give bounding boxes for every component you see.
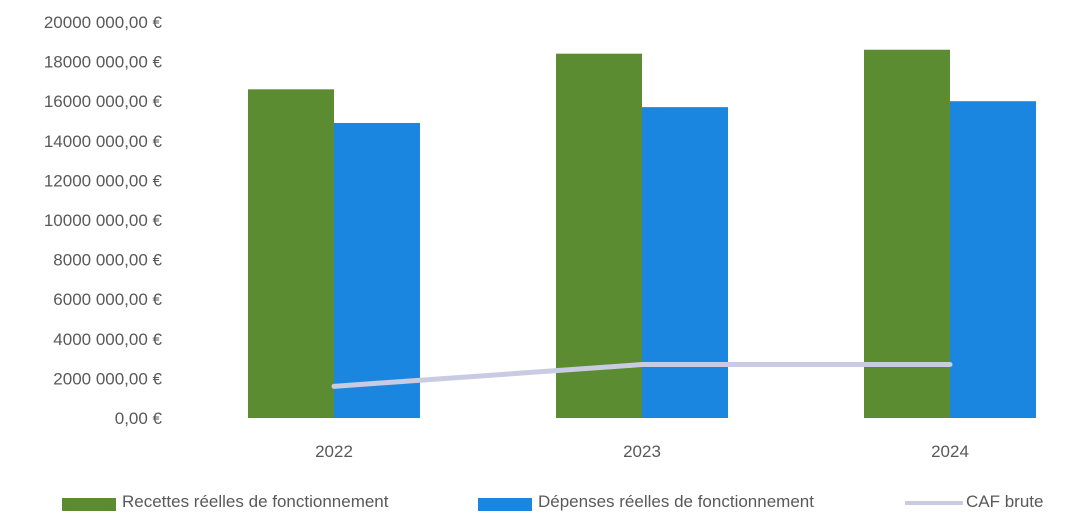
y-tick-label: 12000 000,00 € xyxy=(44,171,163,190)
y-tick-label: 8000 000,00 € xyxy=(53,251,162,270)
y-tick-label: 4000 000,00 € xyxy=(53,330,162,349)
bar-depenses-2023 xyxy=(642,107,728,418)
y-tick-label: 2000 000,00 € xyxy=(53,369,162,388)
legend: Recettes réelles de fonctionnement Dépens… xyxy=(62,492,1043,511)
legend-swatch-recettes xyxy=(62,498,116,511)
bar-depenses-2022 xyxy=(334,122,420,418)
bar-depenses-2024 xyxy=(950,101,1036,418)
legend-label: CAF brute xyxy=(966,492,1043,511)
y-tick-label: 14000 000,00 € xyxy=(44,132,163,151)
x-tick-label: 2022 xyxy=(315,442,353,461)
y-tick-label: 10000 000,00 € xyxy=(44,211,163,230)
legend-label: Dépenses réelles de fonctionnement xyxy=(538,492,814,511)
x-axis: 2022 2023 2024 xyxy=(315,442,969,461)
line-point-caf-brute xyxy=(947,362,953,368)
y-tick-label: 20000 000,00 € xyxy=(44,13,163,32)
legend-label: Recettes réelles de fonctionnement xyxy=(122,492,389,511)
y-axis: 0,00 € 2000 000,00 € 4000 000,00 € 6000 000… xyxy=(44,13,163,428)
bar-series-group xyxy=(248,49,1036,419)
x-tick-label: 2024 xyxy=(931,442,969,461)
x-tick-label: 2023 xyxy=(623,442,661,461)
line-point-caf-brute xyxy=(639,362,645,368)
y-tick-label: 16000 000,00 € xyxy=(44,92,163,111)
y-tick-label: 18000 000,00 € xyxy=(44,53,163,72)
y-tick-label: 0,00 € xyxy=(115,409,163,428)
bar-recettes-2023 xyxy=(556,53,642,419)
line-point-caf-brute xyxy=(331,383,337,389)
legend-swatch-depenses xyxy=(478,498,532,511)
y-tick-label: 6000 000,00 € xyxy=(53,290,162,309)
bar-recettes-2024 xyxy=(864,49,950,418)
bar-recettes-2022 xyxy=(248,89,334,418)
line-series-group xyxy=(331,362,953,389)
